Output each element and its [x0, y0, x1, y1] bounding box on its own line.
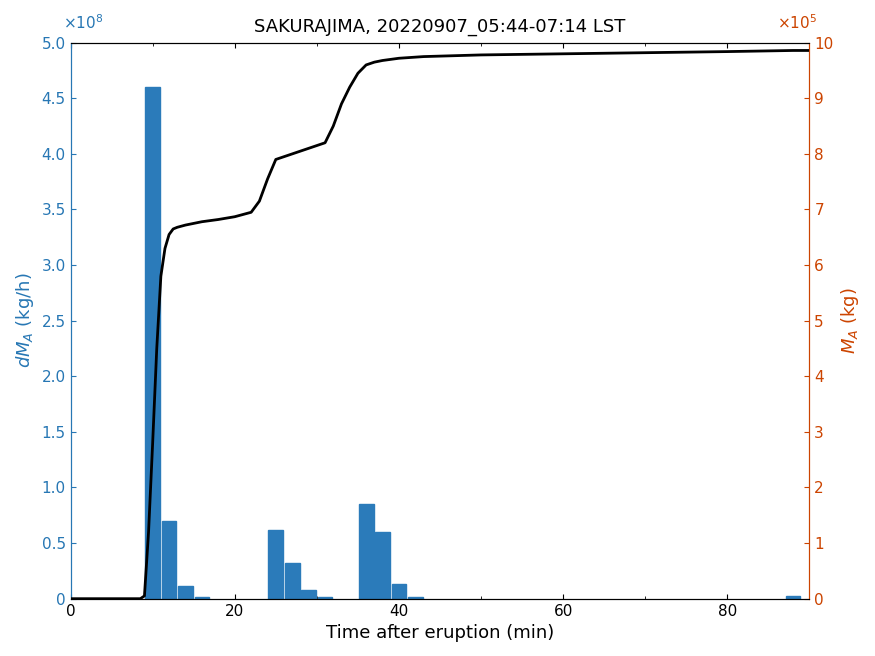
Y-axis label: $dM_A$ (kg/h): $dM_A$ (kg/h)	[14, 273, 36, 369]
Bar	[408, 597, 423, 599]
Bar	[178, 586, 192, 599]
Bar	[375, 532, 390, 599]
Bar	[391, 584, 406, 599]
Bar	[269, 530, 284, 599]
Y-axis label: $M_A$ (kg): $M_A$ (kg)	[839, 287, 861, 354]
Bar	[162, 521, 177, 599]
Bar	[318, 597, 332, 599]
Text: $\times 10^8$: $\times 10^8$	[63, 13, 103, 31]
Bar	[194, 597, 209, 599]
Bar	[145, 87, 160, 599]
Bar	[786, 596, 801, 599]
Text: $\times 10^5$: $\times 10^5$	[777, 13, 817, 31]
Bar	[301, 590, 316, 599]
Title: SAKURAJIMA, 20220907_05:44-07:14 LST: SAKURAJIMA, 20220907_05:44-07:14 LST	[255, 18, 626, 36]
X-axis label: Time after eruption (min): Time after eruption (min)	[326, 624, 554, 642]
Bar	[285, 563, 299, 599]
Bar	[359, 504, 374, 599]
